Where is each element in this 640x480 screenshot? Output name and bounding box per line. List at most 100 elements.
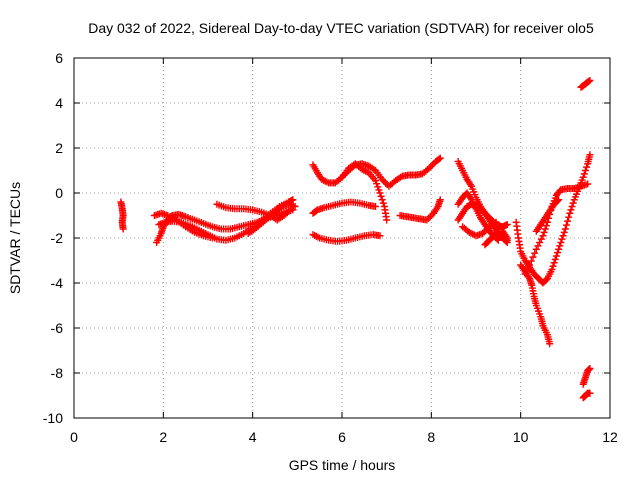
- axis-ticks: 0 2 4 6 8 10 12 -10 -8 -6 -4 -2 0 2 4 6: [43, 50, 618, 445]
- data-point: [423, 216, 431, 224]
- y-tick-label: -10: [43, 410, 63, 426]
- data-point: [479, 230, 487, 237]
- y-tick-label: 0: [55, 185, 63, 201]
- series-a: [117, 198, 127, 233]
- series-j: [309, 231, 384, 245]
- data-point: [375, 186, 383, 194]
- data-point: [383, 216, 391, 224]
- data-point: [584, 180, 592, 188]
- series-h: [338, 160, 391, 224]
- data-point: [380, 177, 388, 185]
- data-point: [560, 228, 568, 236]
- series-w: [579, 389, 594, 402]
- data-point: [539, 232, 547, 240]
- data-point: [532, 245, 540, 253]
- data-point: [428, 161, 436, 169]
- data-point: [536, 239, 544, 246]
- data-point: [541, 225, 549, 233]
- data-point: [379, 199, 387, 207]
- data-point: [372, 203, 379, 210]
- data-point: [546, 340, 554, 348]
- data-point: [373, 180, 381, 188]
- data-point: [291, 203, 299, 210]
- data-point: [321, 177, 329, 185]
- data-point: [436, 154, 444, 162]
- data-point: [551, 255, 559, 263]
- data-point: [548, 266, 556, 273]
- y-axis-label: SDTVAR / TECUs: [7, 182, 23, 294]
- x-tick-label: 10: [513, 429, 529, 445]
- y-tick-label: 6: [55, 50, 63, 66]
- x-tick-label: 6: [338, 429, 346, 445]
- data-point: [566, 209, 574, 217]
- data-point: [564, 217, 572, 225]
- data-point: [119, 225, 127, 233]
- y-tick-label: 2: [55, 140, 63, 156]
- data-point: [558, 235, 566, 243]
- series-v: [579, 365, 594, 388]
- data-point: [372, 177, 379, 185]
- data-point: [586, 389, 594, 397]
- x-tick-label: 8: [427, 429, 435, 445]
- data-point: [436, 196, 444, 204]
- data-point: [208, 234, 216, 242]
- data-point: [526, 261, 534, 269]
- data-point: [534, 242, 542, 250]
- data-point: [527, 257, 535, 265]
- y-tick-label: -8: [51, 365, 64, 381]
- data-point: [561, 225, 569, 233]
- data-point: [377, 192, 385, 200]
- series-i: [309, 198, 379, 217]
- data-point: [586, 151, 594, 159]
- data-point: [542, 222, 550, 230]
- data-point: [579, 173, 587, 181]
- data-point: [562, 221, 570, 229]
- data-point: [376, 189, 384, 197]
- data-point: [581, 167, 589, 174]
- data-point: [555, 245, 563, 253]
- data-point: [494, 236, 502, 244]
- data-point: [549, 262, 557, 270]
- data-point: [555, 196, 563, 204]
- data-point: [374, 183, 382, 191]
- x-tick-label: 4: [249, 429, 257, 445]
- data-point: [586, 365, 594, 372]
- y-tick-label: -4: [51, 275, 64, 291]
- data-point: [554, 249, 562, 257]
- data-point: [583, 163, 591, 171]
- data-point: [557, 239, 565, 246]
- data-point: [502, 235, 510, 243]
- data-point: [540, 228, 548, 236]
- data-point: [556, 242, 564, 250]
- data-point: [568, 203, 576, 210]
- series-d: [150, 209, 216, 242]
- x-tick-label: 12: [602, 429, 618, 445]
- series-o: [459, 218, 511, 242]
- y-tick-label: -2: [51, 230, 64, 246]
- data-point: [537, 235, 545, 243]
- data-point: [554, 197, 562, 205]
- series-p: [481, 230, 511, 249]
- data-point: [567, 206, 575, 214]
- data-point: [376, 232, 384, 240]
- x-tick-label: 2: [159, 429, 167, 445]
- series-u: [577, 77, 594, 91]
- data-point: [569, 199, 577, 207]
- data-point: [531, 249, 539, 257]
- data-point: [565, 213, 573, 221]
- data-point: [580, 170, 588, 178]
- data-point: [552, 252, 560, 260]
- data-point: [378, 196, 386, 204]
- chart-title: Day 032 of 2022, Sidereal Day-to-day VTE…: [88, 20, 594, 36]
- series-t: [532, 196, 563, 235]
- data-point: [435, 155, 443, 163]
- y-tick-label: -6: [51, 320, 64, 336]
- x-axis-label: GPS time / hours: [289, 457, 396, 473]
- data-point: [503, 236, 511, 244]
- data-point: [289, 196, 297, 204]
- data-point: [550, 259, 558, 267]
- data-point: [503, 221, 511, 228]
- data-point: [425, 214, 433, 222]
- series-f: [244, 200, 299, 237]
